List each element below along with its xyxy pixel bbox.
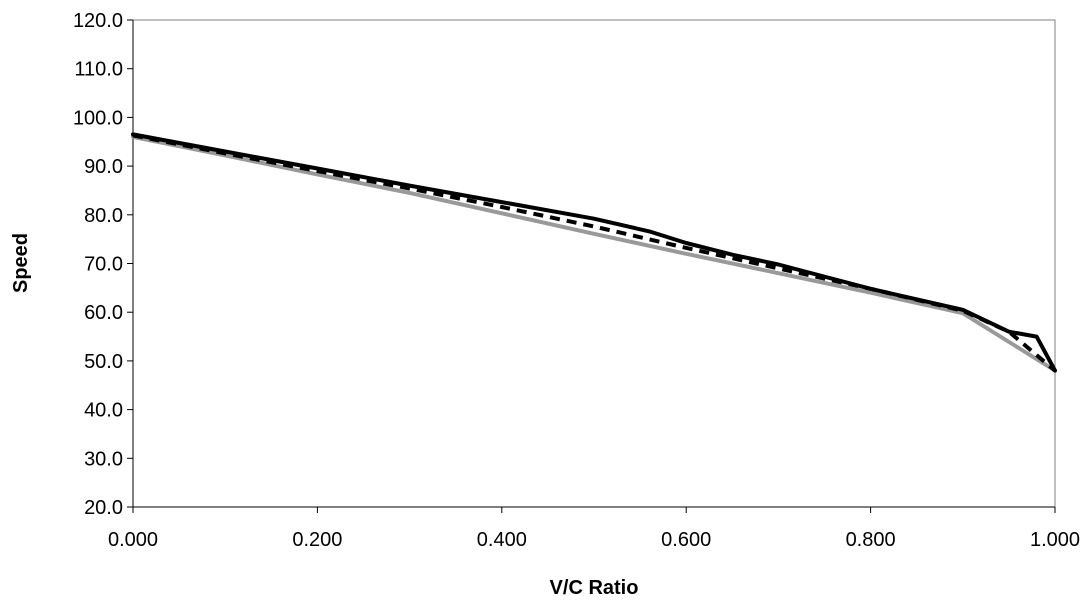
x-tick-label: 0.400 <box>477 529 527 551</box>
y-tick-label: 40.0 <box>84 400 123 422</box>
y-tick-label: 110.0 <box>74 59 123 81</box>
x-tick-label: 0.600 <box>661 529 711 551</box>
plot-area <box>132 19 1056 508</box>
y-tick-label: 80.0 <box>84 205 123 227</box>
x-tick-label: 0.000 <box>108 529 158 551</box>
y-tick-label: 20.0 <box>84 497 123 519</box>
y-tick-label: 50.0 <box>84 351 123 373</box>
series-group <box>131 132 1057 373</box>
y-tick-label: 90.0 <box>84 156 123 178</box>
x-axis: 0.000 0.200 0.400 0.600 0.800 1.000 <box>108 506 1080 551</box>
x-tick-label: 0.800 <box>846 529 896 551</box>
x-tick-label: 0.200 <box>292 529 342 551</box>
y-tick-label: 30.0 <box>84 448 123 470</box>
series-line-3 <box>131 132 1057 373</box>
x-tick-label: 1.000 <box>1030 529 1080 551</box>
y-tick-label: 120.0 <box>73 10 123 32</box>
y-axis-title: Speed <box>10 233 32 293</box>
y-tick-label: 60.0 <box>84 302 123 324</box>
x-axis-title: V/C Ratio <box>550 577 639 599</box>
y-tick-label: 100.0 <box>73 107 123 129</box>
series-line-1 <box>131 134 1057 373</box>
y-axis: 20.0 30.0 40.0 50.0 60.0 70.0 80.0 90.0 100.0 110… <box>73 10 134 519</box>
y-tick-label: 70.0 <box>84 254 123 276</box>
